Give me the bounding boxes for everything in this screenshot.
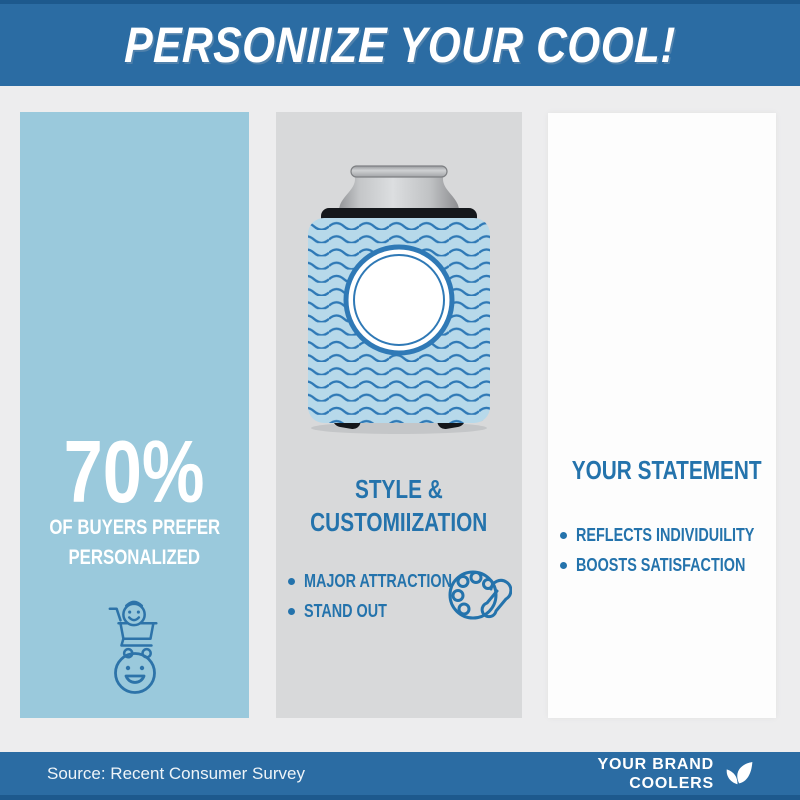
bullet-dot [288, 608, 295, 615]
statistic-caption-line1-text: OF BUYERS PREFER [49, 516, 220, 539]
leaf-icon [721, 759, 754, 788]
footer-bar: Source: Recent Consumer Survey YOUR BRAN… [0, 752, 800, 800]
style-heading-line2: CUSTOMIIZATION [276, 507, 522, 537]
can-koozie-illustration [299, 164, 499, 440]
header-banner: PERSONIIZE YOUR COOL! [0, 0, 800, 86]
palette-wrench-icon [446, 564, 512, 630]
bullet-dot [288, 578, 295, 585]
bullet-label: BOOSTS SATISFACTION [576, 555, 746, 575]
column-statement: YOUR STATEMENT REFLECTS INDIVIDUILITY BO… [548, 113, 776, 718]
bullet-label: MAJOR ATTRACTION [304, 571, 452, 591]
bullet-stand-out: STAND OUT [288, 601, 408, 622]
source-text: Source: Recent Consumer Survey [47, 763, 305, 783]
style-heading-line1-text: STYLE & [355, 474, 443, 504]
smiley-icon [20, 650, 249, 696]
brand-block: YOUR BRAND COOLERS [598, 755, 754, 793]
page-title: PERSONIIZE YOUR COOL! [123, 17, 677, 73]
style-heading-line2-text: CUSTOMIIZATION [310, 507, 488, 537]
bullet-label: REFLECTS INDIVIDUILITY [576, 525, 755, 545]
column-style: STYLE & CUSTOMIIZATION MAJOR ATTRACTION … [276, 112, 522, 718]
brand-line2: COOLERS [629, 774, 714, 792]
statement-heading: YOUR STATEMENT [548, 455, 776, 485]
statistic-caption-line2-text: PERSONALIZED [68, 546, 201, 569]
bullet-dot [560, 562, 567, 569]
brand-line1: YOUR BRAND [597, 755, 714, 773]
brand-name: YOUR BRAND COOLERS [598, 755, 714, 793]
bullet-major-attraction: MAJOR ATTRACTION [288, 571, 489, 592]
bullet-reflects-individuality: REFLECTS INDIVIDUILITY [560, 525, 799, 546]
statistic-caption-line1: OF BUYERS PREFER [20, 515, 249, 541]
bullet-label: STAND OUT [304, 601, 387, 621]
statistic-caption-line2: PERSONALIZED [20, 545, 249, 571]
statistic-value: 70% [20, 426, 249, 518]
style-heading-line1: STYLE & [276, 474, 522, 504]
statement-heading-text: YOUR STATEMENT [571, 455, 762, 485]
column-statistic: 70% OF BUYERS PREFER PERSONALIZED [20, 112, 249, 718]
bullet-boosts-satisfaction: BOOSTS SATISFACTION [560, 555, 788, 576]
cart-smiley-icon [20, 598, 249, 662]
bullet-dot [560, 532, 567, 539]
statistic-value-text: 70% [64, 422, 205, 521]
